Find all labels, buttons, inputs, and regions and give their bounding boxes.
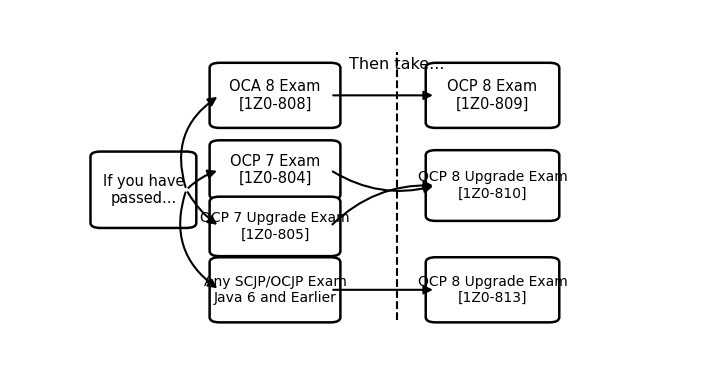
Text: OCP 7 Exam
[1Z0-804]: OCP 7 Exam [1Z0-804] bbox=[230, 154, 320, 186]
FancyBboxPatch shape bbox=[425, 63, 559, 128]
FancyBboxPatch shape bbox=[425, 257, 559, 322]
FancyBboxPatch shape bbox=[425, 150, 559, 221]
FancyBboxPatch shape bbox=[209, 140, 340, 200]
Text: If you have
passed...: If you have passed... bbox=[103, 173, 184, 206]
FancyBboxPatch shape bbox=[209, 197, 340, 256]
Text: OCP 7 Upgrade Exam
[1Z0-805]: OCP 7 Upgrade Exam [1Z0-805] bbox=[200, 211, 350, 242]
Text: OCP 8 Exam
[1Z0-809]: OCP 8 Exam [1Z0-809] bbox=[448, 79, 538, 112]
Text: OCA 8 Exam
[1Z0-808]: OCA 8 Exam [1Z0-808] bbox=[230, 79, 321, 112]
Text: OCP 8 Upgrade Exam
[1Z0-813]: OCP 8 Upgrade Exam [1Z0-813] bbox=[418, 275, 568, 305]
Text: OCP 8 Upgrade Exam
[1Z0-810]: OCP 8 Upgrade Exam [1Z0-810] bbox=[418, 171, 568, 201]
FancyBboxPatch shape bbox=[209, 63, 340, 128]
FancyBboxPatch shape bbox=[209, 257, 340, 322]
Text: Then take...: Then take... bbox=[349, 57, 445, 72]
FancyBboxPatch shape bbox=[91, 152, 197, 228]
Text: Any SCJP/OCJP Exam
Java 6 and Earlier: Any SCJP/OCJP Exam Java 6 and Earlier bbox=[204, 275, 347, 305]
